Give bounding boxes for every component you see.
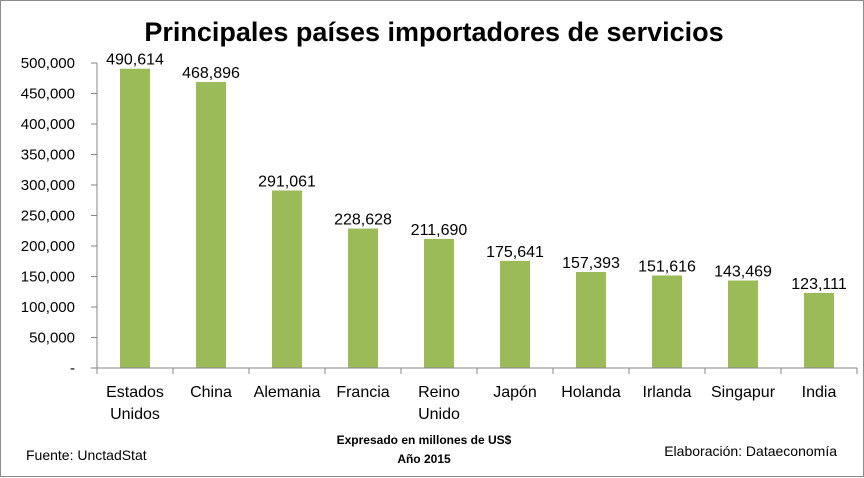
y-tick-label: 300,000 [21,177,75,194]
y-tick-label: 200,000 [21,238,75,255]
data-label: 291,061 [258,173,316,190]
y-tick-label: 350,000 [21,147,75,164]
data-label: 211,690 [411,222,468,239]
x-tick-label: China [190,384,232,401]
source-note: Fuente: UnctadStat [26,447,147,463]
bar [652,275,682,368]
x-tick-label: Japón [493,384,537,401]
data-label: 175,641 [486,244,544,261]
x-axis: Estados Unidos China Alemania Francia Reino Un… [96,367,858,423]
y-axis: - 50,000 100,000 150,000 200,000 250,000 300,0… [21,55,98,377]
bar [272,190,302,368]
bar [728,280,758,368]
bar-series: 490,614 468,896 291,061 228,628 211,690 175,6… [106,52,847,368]
data-label: 228,628 [334,212,392,229]
y-tick-label: 50,000 [29,330,75,347]
x-tick-label: Reino [418,384,460,401]
bar [804,292,834,368]
x-tick-label: Alemania [254,384,321,401]
data-label: 468,896 [182,65,240,82]
credit-note: Elaboración: Dataeconomía [664,443,837,459]
x-tick-label: Unidos [110,406,160,423]
x-tick-label: Holanda [561,384,621,401]
data-label: 490,614 [106,52,164,69]
y-tick-label: 100,000 [21,299,75,316]
y-tick-label: 150,000 [21,269,75,286]
bar [500,260,530,368]
x-tick-label: Irlanda [643,384,692,401]
y-tick-label: 400,000 [21,116,75,133]
y-tick-label: 250,000 [21,208,75,225]
data-label: 151,616 [638,259,696,276]
x-tick-label: Singapur [711,384,776,401]
data-label: 123,111 [791,276,847,293]
x-tick-label: Francia [336,384,389,401]
chart-title: Principales países importadores de servi… [144,17,723,47]
data-label: 143,469 [714,263,772,280]
y-tick-label: 450,000 [21,86,75,103]
data-label: 157,393 [562,255,620,272]
bar [120,68,150,368]
x-tick-label: Unido [418,406,460,423]
y-tick-label: 500,000 [21,55,75,72]
bar [196,81,226,368]
year-note: Año 2015 [397,452,451,466]
y-tick-label: - [70,360,75,377]
x-tick-label: India [802,384,837,401]
bar [424,238,454,368]
x-tick-label: Estados [106,384,164,401]
bar [576,271,606,368]
bar [348,228,378,368]
units-note: Expresado en millones de US$ [337,433,512,447]
